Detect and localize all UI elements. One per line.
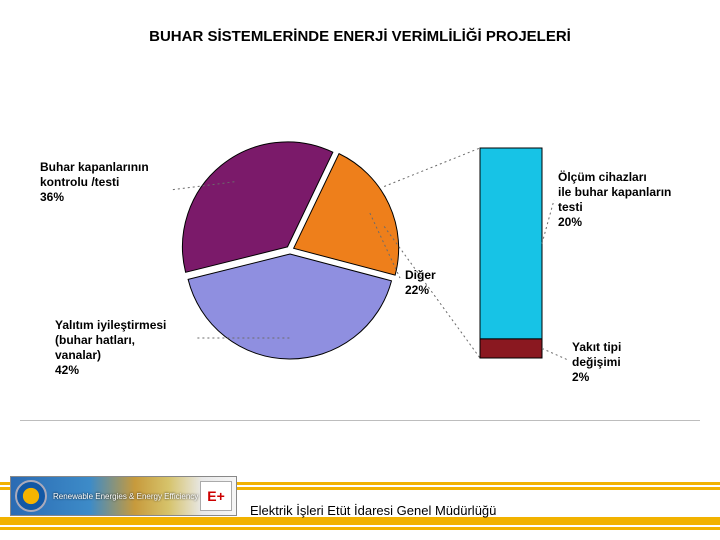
- logo-icon: [15, 480, 47, 512]
- chart-title: BUHAR SİSTEMLERİNDE ENERJİ VERİMLİLİĞİ P…: [0, 28, 720, 45]
- leader-line: [542, 200, 554, 243]
- logo-text: Renewable Energies & Energy Efficiency: [53, 492, 198, 501]
- footer-logo: Renewable Energies & Energy Efficiency E…: [10, 476, 237, 516]
- footer-text: Elektrik İşleri Etüt İdaresi Genel Müdür…: [250, 503, 496, 518]
- bar-segment-olcum: [480, 148, 542, 339]
- divider-line: [20, 420, 700, 421]
- footer-band: [0, 527, 720, 530]
- footer: Renewable Energies & Energy Efficiency E…: [0, 470, 720, 540]
- bar-segment-yakit: [480, 339, 542, 358]
- label-olcum: Ölçüm cihazlarıile buhar kapanlarıntesti…: [558, 170, 671, 230]
- label-yakit: Yakıt tipideğişimi2%: [572, 340, 621, 385]
- footer-band: [0, 517, 720, 525]
- label-yalitim: Yalıtım iyileştirmesi(buhar hatları,vana…: [55, 318, 166, 378]
- chart-area: Buhar kapanlarınınkontrolu /testi36% Yal…: [0, 60, 720, 410]
- leader-line: [542, 348, 568, 360]
- logo-eplus: E+: [200, 481, 232, 511]
- pie-slice-yalitim: [188, 254, 391, 359]
- label-diger: Diğer22%: [405, 268, 436, 298]
- label-kontrol: Buhar kapanlarınınkontrolu /testi36%: [40, 160, 149, 205]
- leader-line: [384, 148, 480, 186]
